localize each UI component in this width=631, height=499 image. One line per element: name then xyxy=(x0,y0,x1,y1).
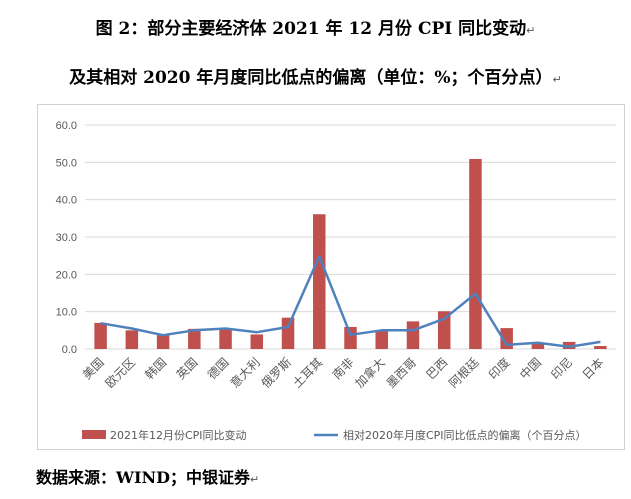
bar-加拿大 xyxy=(375,331,388,349)
x-tick-label: 欧元区 xyxy=(103,355,138,390)
bar-俄罗斯 xyxy=(281,317,295,349)
y-tick-label: 60.0 xyxy=(56,120,77,132)
x-tick-label: 印度 xyxy=(485,355,513,383)
bar-南非 xyxy=(344,326,357,349)
x-tick-label: 德国 xyxy=(204,355,232,383)
y-tick-label: 50.0 xyxy=(56,157,77,169)
deviation-line xyxy=(100,255,601,349)
title-line-2-text: 及其相对 2020 年月度同比低点的偏离（单位：%；个百分点） xyxy=(69,68,553,88)
paragraph-mark: ↵ xyxy=(526,24,536,37)
bar-日本 xyxy=(594,346,607,349)
y-tick-label: 40.0 xyxy=(56,195,77,207)
x-tick-label: 俄罗斯 xyxy=(259,355,294,390)
x-tick-label: 日本 xyxy=(580,355,607,382)
legend-swatch-bar xyxy=(82,430,106,439)
paragraph-mark: ↵ xyxy=(249,473,260,486)
x-tick-label: 阿根廷 xyxy=(446,355,481,390)
y-tick-label: 20.0 xyxy=(56,269,77,281)
x-tick-label: 意大利 xyxy=(227,355,263,391)
x-tick-label: 英国 xyxy=(174,355,201,382)
bar-墨西哥 xyxy=(406,321,420,349)
x-tick-label: 加拿大 xyxy=(352,355,388,391)
legend-label-line: 相对2020年月度CPI同比低点的偏离（个百分点） xyxy=(343,428,587,442)
bar-巴西 xyxy=(437,311,451,349)
legend-label-bar: 2021年12月份CPI同比变动 xyxy=(110,428,247,442)
paragraph-mark: ↵ xyxy=(552,73,562,86)
source-note: 数据来源：WIND；中银证券↵ xyxy=(36,464,259,488)
bar-英国 xyxy=(188,328,201,349)
x-tick-label: 南非 xyxy=(329,355,357,383)
x-tick-label: 墨西哥 xyxy=(384,355,419,390)
chart-area: 0.0 10.0 20.0 30.0 40.0 50.0 60.0 美国 欧元区 韩国 英国 德国 意大… xyxy=(37,104,625,450)
bar-土耳其 xyxy=(313,214,326,349)
bar-阿根廷 xyxy=(469,158,482,349)
bar-欧元区 xyxy=(125,330,139,349)
y-tick-label: 30.0 xyxy=(56,232,77,244)
x-tick-label: 印尼 xyxy=(548,355,575,382)
bar-意大利 xyxy=(250,334,264,349)
title-line-1-text: 图 2：部分主要经济体 2021 年 12 月份 CPI 同比变动 xyxy=(95,19,527,39)
bar-中国 xyxy=(531,343,545,349)
bar-韩国 xyxy=(156,335,170,349)
bar-美国 xyxy=(94,322,107,349)
y-tick-label: 10.0 xyxy=(56,307,77,319)
chart-title-line-1: 图 2：部分主要经济体 2021 年 12 月份 CPI 同比变动↵ xyxy=(0,14,631,39)
x-tick-label: 土耳其 xyxy=(290,355,325,390)
chart-title-line-2: 及其相对 2020 年月度同比低点的偏离（单位：%；个百分点）↵ xyxy=(0,63,631,88)
x-tick-label: 美国 xyxy=(80,355,107,382)
y-tick-label: 0.0 xyxy=(62,344,77,356)
x-tick-label: 中国 xyxy=(516,355,544,383)
bar-德国 xyxy=(219,329,232,349)
source-text: 数据来源：WIND；中银证券 xyxy=(36,468,250,487)
x-tick-label: 韩国 xyxy=(142,355,170,383)
bar-印尼 xyxy=(562,341,576,349)
x-tick-label: 巴西 xyxy=(423,355,450,382)
